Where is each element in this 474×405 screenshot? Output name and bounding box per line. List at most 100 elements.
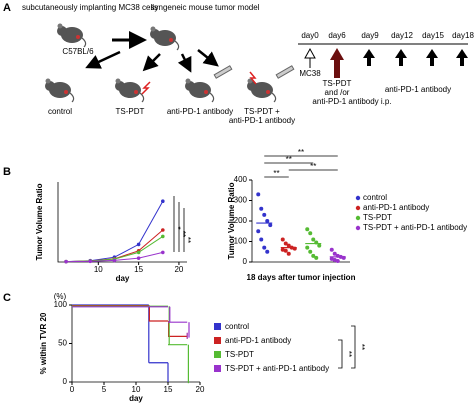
legend-label: TS-PDT — [225, 350, 254, 359]
x-tick-label: 5 — [102, 385, 107, 394]
y-unit: (%) — [54, 292, 67, 301]
inoculation-label: MC38 — [299, 69, 321, 78]
data-point — [161, 250, 165, 255]
treatment-arrow — [330, 48, 344, 78]
day-label: day6 — [328, 31, 346, 40]
x-axis-label: 18 days after tumor injection — [247, 273, 356, 282]
caption: subcutaneously implanting MC38 cells — [22, 3, 158, 12]
y-axis-label: Tumor Volume Ratio — [227, 182, 236, 259]
maintenance-label: anti-PD-1 antibody — [385, 85, 451, 94]
data-point — [280, 237, 285, 242]
dose-arrow — [395, 49, 407, 66]
data-point — [259, 237, 264, 242]
legend-label: anti-PD-1 antibody — [363, 203, 429, 212]
data-point — [259, 206, 264, 211]
group-label: anti-PD-1 antibody — [167, 107, 233, 116]
inoculation-arrow — [304, 47, 316, 68]
data-point — [308, 231, 313, 236]
data-point — [286, 251, 291, 256]
data-point — [265, 219, 270, 223]
day-label: day15 — [422, 31, 444, 40]
data-point — [64, 259, 68, 264]
x-tick-label: 10 — [132, 385, 141, 394]
mouse — [149, 25, 180, 51]
series-line — [66, 200, 164, 263]
data-point — [268, 223, 273, 228]
legend-label: control — [363, 193, 387, 202]
y-tick-label: 0 — [243, 257, 248, 266]
data-point — [283, 241, 288, 246]
arrow — [85, 50, 121, 69]
group-label: anti-PD-1 antibody — [229, 116, 295, 125]
group-label: TS-PDT + — [244, 107, 280, 116]
significance: ** — [286, 155, 292, 164]
data-point — [317, 243, 322, 248]
legend-marker — [214, 351, 221, 358]
dose-arrow — [456, 49, 468, 66]
data-point — [88, 259, 93, 264]
caption: syngeneic mouse tumor model — [151, 3, 260, 12]
legend-marker — [214, 337, 221, 344]
data-point — [286, 243, 291, 248]
syringe-icon — [213, 65, 233, 79]
data-point — [283, 248, 288, 253]
y-tick-label: 0 — [63, 377, 68, 386]
significance: ** — [310, 162, 316, 171]
x-tick-label: 0 — [70, 385, 75, 394]
sig-bracket — [351, 325, 356, 369]
data-point — [311, 253, 316, 258]
significance: ** — [357, 344, 366, 350]
significance: ** — [273, 169, 279, 178]
data-point — [161, 234, 165, 239]
laser-icon — [141, 81, 151, 95]
data-point — [329, 256, 334, 261]
legend-label: TS-PDT + anti-PD-1 antibody — [363, 223, 467, 232]
legend-marker — [355, 205, 361, 211]
axis — [71, 305, 200, 383]
legend-marker — [214, 323, 221, 330]
legend-label: TS-PDT + anti-PD-1 antibody — [225, 364, 329, 373]
x-tick-label: 20 — [174, 265, 183, 274]
laser-icon — [249, 71, 257, 85]
y-tick-label: 200 — [234, 216, 248, 225]
data-point — [308, 249, 313, 254]
y-tick-label: 400 — [234, 175, 248, 184]
significance: * — [173, 226, 182, 229]
treatment-label: anti-PD-1 antibody i.p. — [312, 97, 391, 106]
significance: ** — [178, 231, 187, 237]
panel-label: A — [3, 2, 11, 14]
arrow — [197, 49, 219, 67]
y-tick-label: 50 — [58, 339, 67, 348]
data-point — [280, 247, 285, 252]
axis — [57, 182, 187, 263]
data-point — [256, 192, 261, 197]
significance: ** — [298, 148, 304, 157]
legend-label: TS-PDT — [363, 213, 392, 222]
data-point — [136, 242, 141, 247]
legend-marker — [355, 215, 361, 221]
dose-arrow — [426, 49, 438, 66]
data-point — [265, 249, 270, 254]
data-point — [112, 258, 117, 263]
data-point — [314, 255, 319, 260]
sig-bracket — [338, 339, 343, 369]
arrow — [177, 53, 192, 73]
significance: ** — [183, 237, 192, 243]
day-label: day0 — [301, 31, 319, 40]
data-point — [136, 256, 141, 260]
mouse — [184, 77, 215, 103]
legend-marker — [355, 225, 361, 231]
data-point — [262, 212, 267, 217]
x-tick-label: 15 — [134, 265, 143, 274]
legend-label: anti-PD-1 antibody — [225, 336, 291, 345]
x-axis-label: day — [129, 394, 143, 403]
y-tick-label: 300 — [234, 196, 248, 205]
data-point — [311, 237, 316, 242]
data-point — [332, 257, 337, 262]
data-point — [262, 245, 267, 250]
legend-marker — [214, 365, 221, 372]
data-point — [329, 247, 334, 252]
significance: ** — [344, 351, 353, 357]
